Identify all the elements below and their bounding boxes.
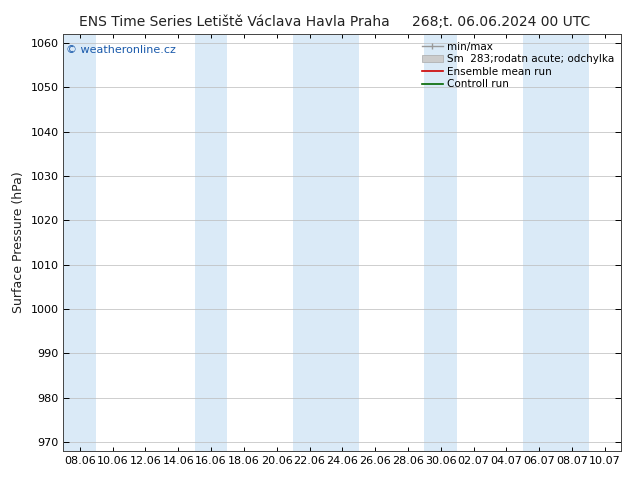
Bar [555, 34, 588, 451]
Bar [523, 34, 555, 451]
Text: © weatheronline.cz: © weatheronline.cz [66, 45, 176, 55]
Text: ENS Time Series Letiště Václava Havla Praha: ENS Time Series Letiště Václava Havla Pr… [79, 15, 390, 29]
Bar [195, 34, 228, 451]
Bar [63, 34, 96, 451]
Y-axis label: Surface Pressure (hPa): Surface Pressure (hPa) [12, 172, 25, 314]
Text: 268;t. 06.06.2024 00 UTC: 268;t. 06.06.2024 00 UTC [411, 15, 590, 29]
Bar [293, 34, 326, 451]
Bar [424, 34, 457, 451]
Legend: min/max, Sm  283;rodatn acute; odchylka, Ensemble mean run, Controll run: min/max, Sm 283;rodatn acute; odchylka, … [420, 40, 616, 92]
Bar [326, 34, 359, 451]
